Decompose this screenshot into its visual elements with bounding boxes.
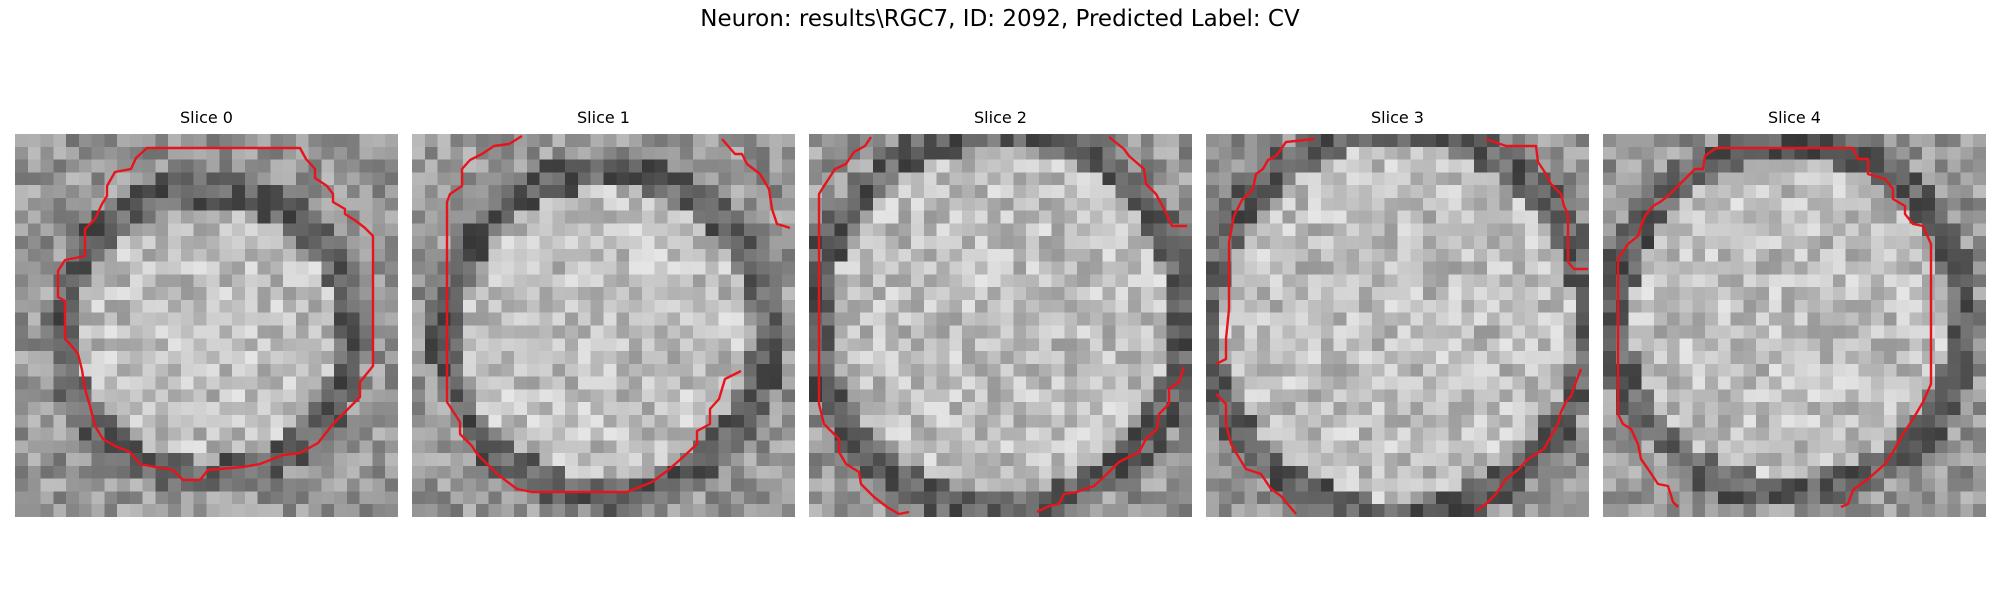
slice-title: Slice 1	[577, 108, 630, 127]
slice-title: Slice 0	[180, 108, 233, 127]
segmentation-contour	[1215, 137, 1315, 366]
segmentation-contour	[1036, 366, 1186, 514]
pixel-grid	[412, 134, 795, 517]
segmentation-contour	[1485, 137, 1588, 271]
pixel-grid	[1603, 134, 1986, 517]
segmentation-contour	[1108, 136, 1187, 228]
pixel-grid	[1206, 134, 1589, 517]
pixel-grid	[809, 134, 1192, 517]
segmentation-contour	[1716, 146, 1933, 509]
segmentation-contour	[1475, 368, 1583, 512]
slice-image-4	[1603, 134, 1986, 517]
segmentation-contour	[721, 138, 791, 230]
slice-image-3	[1206, 134, 1589, 517]
segmentation-contour	[445, 134, 742, 494]
pixel-grid	[15, 134, 398, 517]
slice-title: Slice 2	[974, 108, 1027, 127]
segmentation-contour	[1616, 147, 1717, 508]
slice-title: Slice 4	[1768, 108, 1821, 127]
segmentation-contour	[817, 136, 910, 516]
figure-title: Neuron: results\RGC7, ID: 2092, Predicte…	[700, 6, 1300, 32]
slice-image-1	[412, 134, 795, 517]
segmentation-contour	[56, 146, 375, 482]
segmentation-contour	[1215, 393, 1297, 515]
slice-image-0	[15, 134, 398, 517]
slice-image-2	[809, 134, 1192, 517]
slice-title: Slice 3	[1371, 108, 1424, 127]
